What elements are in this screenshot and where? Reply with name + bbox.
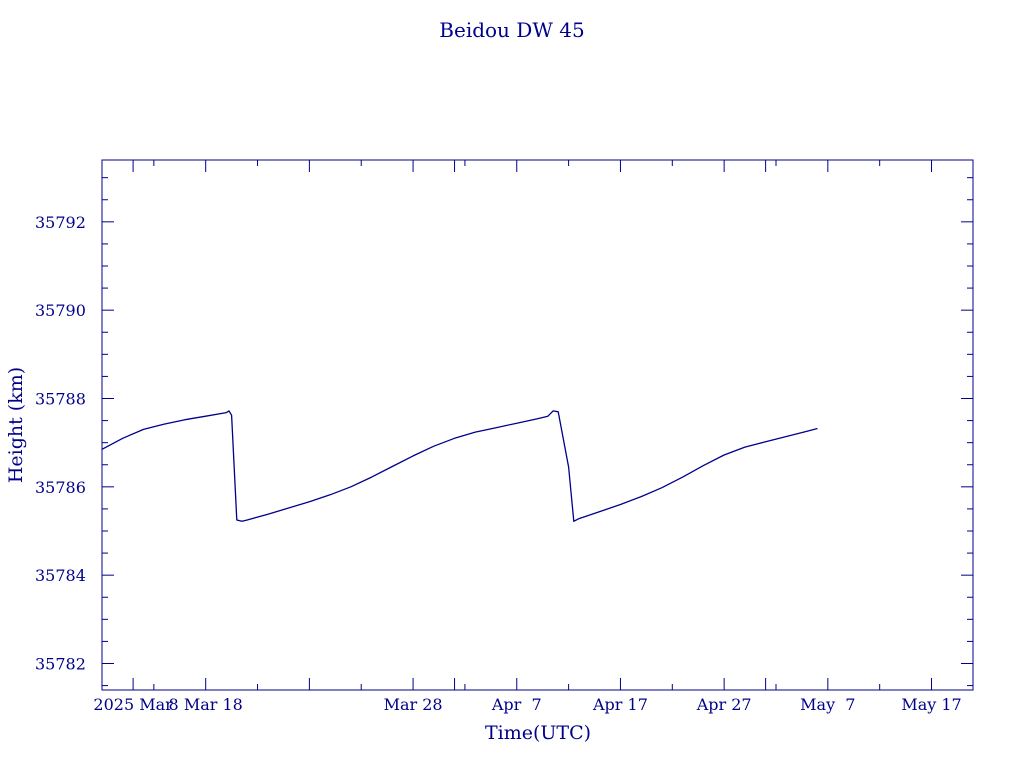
x-tick-label: May 7 [800, 695, 855, 714]
x-tick-label: 8 Mar 18 [169, 695, 243, 714]
series-group [101, 410, 818, 522]
minor-ticks [102, 160, 973, 690]
x-tick-label: Apr 7 [491, 695, 542, 714]
y-tick-label: 35782 [35, 655, 86, 674]
x-tick-label: Mar 28 [384, 695, 443, 714]
major-ticks [101, 160, 973, 690]
y-tick-label: 35786 [35, 478, 86, 497]
y-tick-label: 35784 [35, 566, 86, 585]
x-tick-label: 2025 Mar [93, 695, 173, 714]
x-tick-label: May 17 [901, 695, 961, 714]
plot-frame [101, 159, 974, 691]
y-tick-label: 35788 [35, 390, 86, 409]
x-tick-label: Apr 27 [696, 695, 752, 714]
y-tick-label: 35792 [35, 213, 86, 232]
x-tick-label: Apr 17 [592, 695, 648, 714]
series-line [101, 410, 818, 522]
y-axis-label: Height (km) [5, 367, 27, 483]
y-tick-label: 35790 [35, 301, 86, 320]
chart-title: Beidou DW 45 [439, 18, 584, 42]
y-tick-labels: 35782 35784 35786 35788 35790 35792 [35, 213, 86, 674]
x-axis-label: Time(UTC) [485, 722, 591, 744]
